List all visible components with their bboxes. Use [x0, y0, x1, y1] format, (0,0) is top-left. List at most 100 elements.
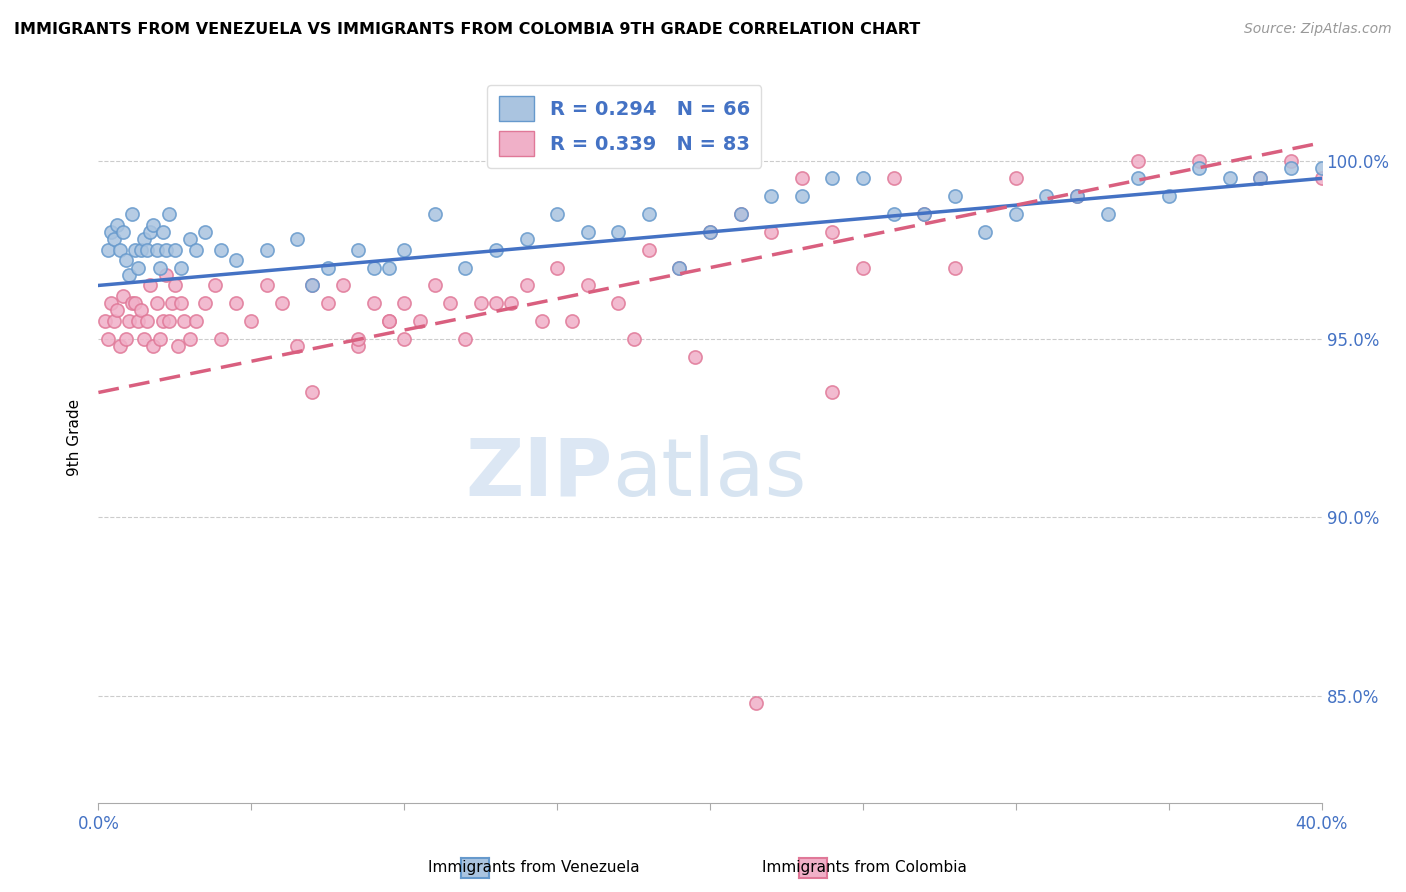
Point — [111, 225, 134, 239]
Point — [607, 225, 630, 239]
Point — [1219, 171, 1241, 186]
Point — [149, 332, 172, 346]
Point — [285, 232, 308, 246]
Point — [186, 314, 208, 328]
Point — [485, 296, 508, 310]
Point — [145, 296, 167, 310]
Point — [118, 314, 141, 328]
Point — [301, 385, 323, 400]
Point — [124, 296, 146, 310]
Point — [1128, 171, 1150, 186]
Point — [115, 253, 138, 268]
Point — [105, 218, 128, 232]
Point — [378, 314, 401, 328]
Point — [256, 278, 278, 293]
Point — [118, 268, 141, 282]
Point — [285, 339, 308, 353]
Point — [454, 332, 477, 346]
Point — [157, 314, 180, 328]
Point — [186, 243, 208, 257]
Point — [423, 207, 446, 221]
Point — [516, 232, 538, 246]
Point — [97, 332, 120, 346]
Point — [167, 339, 190, 353]
Point — [149, 260, 172, 275]
Point — [378, 260, 401, 275]
Point — [530, 314, 553, 328]
Point — [316, 296, 339, 310]
Point — [160, 296, 183, 310]
Point — [1035, 189, 1057, 203]
Point — [194, 296, 217, 310]
Point — [943, 260, 966, 275]
Point — [1188, 153, 1211, 168]
Point — [607, 296, 630, 310]
Point — [392, 243, 416, 257]
Point — [129, 303, 152, 318]
Y-axis label: 9th Grade: 9th Grade — [67, 399, 83, 475]
Point — [179, 232, 201, 246]
Point — [408, 314, 430, 328]
Point — [1188, 161, 1211, 175]
Point — [301, 278, 323, 293]
Point — [730, 207, 752, 221]
Point — [1250, 171, 1272, 186]
Point — [111, 289, 134, 303]
Point — [638, 207, 661, 221]
Point — [852, 260, 875, 275]
Point — [576, 278, 599, 293]
Point — [100, 296, 122, 310]
Point — [301, 278, 323, 293]
Point — [127, 260, 149, 275]
Point — [194, 225, 217, 239]
Point — [883, 171, 905, 186]
Point — [105, 303, 128, 318]
Point — [501, 296, 523, 310]
Point — [142, 339, 165, 353]
Point — [1157, 189, 1180, 203]
Point — [157, 207, 180, 221]
Point — [1250, 171, 1272, 186]
Point — [912, 207, 935, 221]
Point — [155, 243, 177, 257]
Text: Immigrants from Colombia: Immigrants from Colombia — [762, 860, 967, 874]
Point — [142, 218, 165, 232]
Point — [1310, 171, 1333, 186]
Text: Immigrants from Venezuela: Immigrants from Venezuela — [429, 860, 640, 874]
Point — [145, 243, 167, 257]
Point — [638, 243, 661, 257]
Point — [108, 243, 131, 257]
Point — [668, 260, 690, 275]
Point — [546, 260, 568, 275]
Point — [179, 332, 201, 346]
Point — [256, 243, 278, 257]
Point — [576, 225, 599, 239]
Point — [883, 207, 905, 221]
Point — [516, 278, 538, 293]
Point — [439, 296, 461, 310]
Point — [1097, 207, 1119, 221]
Point — [423, 278, 446, 293]
Point — [974, 225, 997, 239]
Point — [1279, 161, 1302, 175]
Point — [225, 296, 247, 310]
Point — [363, 260, 385, 275]
Point — [852, 171, 875, 186]
Point — [821, 385, 844, 400]
Point — [347, 339, 370, 353]
Point — [699, 225, 721, 239]
Point — [209, 243, 232, 257]
Point — [1004, 171, 1026, 186]
Point — [392, 296, 416, 310]
Point — [103, 314, 125, 328]
Point — [546, 207, 568, 221]
Point — [163, 243, 186, 257]
Point — [316, 260, 339, 275]
Point — [470, 296, 492, 310]
Point — [108, 339, 131, 353]
Point — [1279, 153, 1302, 168]
Point — [392, 332, 416, 346]
Point — [821, 225, 844, 239]
Point — [683, 350, 706, 364]
Point — [332, 278, 354, 293]
